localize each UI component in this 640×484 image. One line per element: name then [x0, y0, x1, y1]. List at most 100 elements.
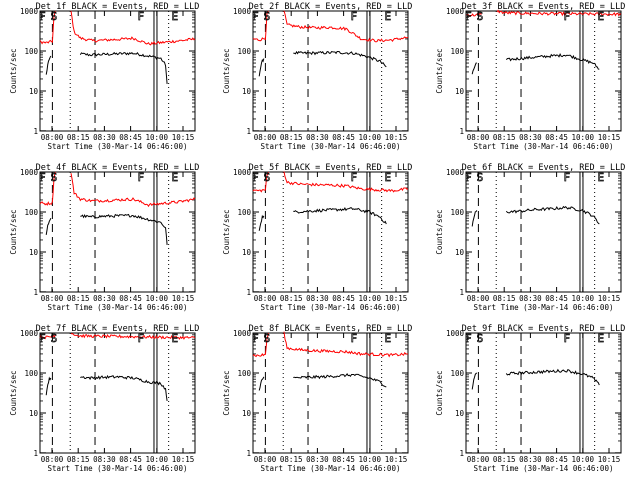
series-lld-line [283, 10, 409, 43]
y-tick-label: 1 [246, 127, 251, 136]
series-events-line [293, 50, 387, 68]
panel-title: Det 9f BLACK = Events, RED = LLD [462, 324, 626, 334]
series-events-line [505, 52, 600, 70]
y-axis-label: Counts/sec [435, 370, 444, 415]
y-tick-label: 10 [455, 87, 465, 96]
detector-panel: Det 2f BLACK = Events, RED = LLD 1 10 100 10… [222, 2, 412, 151]
marker-label: S [51, 10, 58, 23]
plot-frame [39, 10, 196, 132]
y-tick-label: 10 [455, 248, 465, 257]
y-tick-label: 1 [459, 449, 464, 458]
x-tick-label: 08:45 [119, 294, 142, 303]
series-lld-line [465, 12, 482, 17]
x-tick-label: 08:00 [41, 455, 64, 464]
x-tick-label: 08:45 [119, 133, 142, 142]
x-tick-label: 08:30 [519, 133, 542, 142]
y-tick-label: 100 [450, 208, 464, 217]
marker-label: F [465, 171, 472, 184]
plot-frame [465, 171, 622, 293]
x-tick-label: 08:30 [93, 455, 116, 464]
series-lld-line [283, 331, 409, 358]
series-events-line [293, 206, 387, 225]
x-axis-label: Start Time (30-Mar-14 06:46:00) [48, 464, 188, 473]
x-tick-label: 08:00 [41, 133, 64, 142]
y-tick-label: 10 [242, 248, 252, 257]
y-tick-label: 1 [33, 449, 38, 458]
y-axis-label: Counts/sec [9, 370, 18, 415]
marker-label: F [350, 332, 357, 345]
marker-label: F [39, 332, 46, 345]
plot-frame [39, 332, 196, 454]
y-tick-label: 1000 [446, 7, 465, 16]
series-lld-line [39, 10, 56, 45]
detector-panel: Det 3f BLACK = Events, RED = LLD 1 10 100 10… [435, 2, 625, 151]
x-tick-label: 08:00 [254, 133, 277, 142]
y-tick-label: 10 [29, 248, 39, 257]
y-tick-label: 100 [24, 208, 38, 217]
series-lld-line [252, 171, 269, 193]
marker-label: E [172, 332, 179, 345]
x-tick-label: 10:00 [146, 455, 169, 464]
x-tick-label: 08:15 [67, 455, 90, 464]
plot-frame [252, 10, 409, 132]
marker-label: S [264, 10, 271, 23]
y-tick-label: 1000 [20, 168, 39, 177]
marker-label: F [563, 10, 570, 23]
x-axis-label: Start Time (30-Mar-14 06:46:00) [261, 303, 401, 312]
series-events-line [505, 368, 600, 386]
x-tick-label: 08:30 [93, 133, 116, 142]
detector-panel: Det 6f BLACK = Events, RED = LLD 1 10 100 10… [435, 163, 625, 312]
y-tick-label: 1 [246, 288, 251, 297]
y-tick-label: 1 [33, 288, 38, 297]
x-tick-label: 10:00 [359, 133, 382, 142]
x-tick-label: 08:00 [467, 133, 490, 142]
x-tick-label: 08:45 [545, 133, 568, 142]
y-tick-label: 1000 [446, 329, 465, 338]
marker-label: E [598, 332, 605, 345]
x-tick-label: 10:15 [598, 455, 621, 464]
y-tick-label: 1000 [233, 329, 252, 338]
panel-title: Det 3f BLACK = Events, RED = LLD [462, 2, 626, 12]
series-events-line [80, 213, 168, 246]
marker-label: S [51, 171, 58, 184]
y-axis-label: Counts/sec [9, 48, 18, 93]
series-lld-line [283, 171, 409, 193]
x-tick-label: 08:15 [280, 294, 303, 303]
series-events-line [471, 62, 477, 75]
x-axis-label: Start Time (30-Mar-14 06:46:00) [48, 142, 188, 151]
series-events-line [471, 372, 478, 390]
marker-label: E [598, 10, 605, 23]
x-tick-label: 08:00 [41, 294, 64, 303]
marker-label: S [477, 171, 484, 184]
x-axis-label: Start Time (30-Mar-14 06:46:00) [261, 464, 401, 473]
x-tick-label: 08:00 [467, 455, 490, 464]
x-tick-label: 08:30 [519, 294, 542, 303]
x-axis-label: Start Time (30-Mar-14 06:46:00) [474, 464, 614, 473]
marker-label: F [252, 171, 259, 184]
plot-frame [252, 332, 409, 454]
marker-label: E [385, 332, 392, 345]
plot-frame [465, 10, 622, 132]
series-events-line [471, 210, 478, 227]
y-tick-label: 1000 [20, 329, 39, 338]
x-tick-label: 08:15 [493, 294, 516, 303]
y-axis-label: Counts/sec [222, 370, 231, 415]
marker-label: S [477, 10, 484, 23]
marker-label: E [172, 171, 179, 184]
series-events-line [258, 376, 265, 391]
series-lld-line [70, 332, 196, 340]
y-tick-label: 100 [237, 47, 251, 56]
x-tick-label: 08:45 [332, 294, 355, 303]
series-events-line [505, 205, 600, 225]
x-tick-label: 10:00 [572, 294, 595, 303]
y-axis-label: Counts/sec [435, 48, 444, 93]
x-tick-label: 08:45 [545, 294, 568, 303]
series-lld-line [70, 10, 196, 46]
x-axis-label: Start Time (30-Mar-14 06:46:00) [474, 142, 614, 151]
series-lld-line [39, 171, 56, 206]
marker-label: E [598, 171, 605, 184]
series-lld-line [39, 334, 56, 340]
y-tick-label: 100 [24, 369, 38, 378]
x-tick-label: 08:15 [493, 133, 516, 142]
